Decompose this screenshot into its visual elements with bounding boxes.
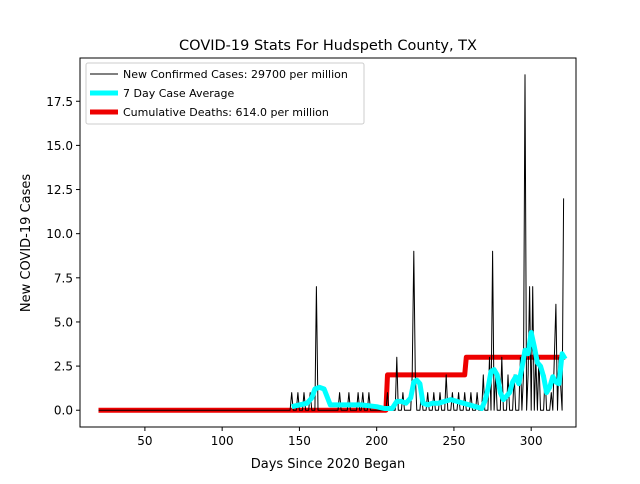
plot-area [98, 74, 568, 413]
x-tick-label: 300 [520, 434, 543, 448]
legend-label-deaths: Cumulative Deaths: 614.0 per million [123, 106, 329, 119]
chart-title: COVID-19 Stats For Hudspeth County, TX [179, 38, 477, 54]
legend-box [85, 62, 365, 125]
legend: New Confirmed Cases: 29700 per million 7… [85, 62, 365, 125]
y-tick-label: 0.0 [54, 404, 73, 418]
y-tick-label: 2.5 [54, 360, 73, 374]
legend-label-average: 7 Day Case Average [123, 87, 235, 100]
x-tick-label: 200 [365, 434, 388, 448]
axes-frame [79, 57, 577, 428]
y-axis-label: New COVID-19 Cases [19, 174, 34, 312]
y-tick-label: 17.5 [46, 95, 73, 109]
y-tick-label: 15.0 [46, 139, 73, 153]
legend-label-cases: New Confirmed Cases: 29700 per million [123, 68, 348, 81]
y-tick-label: 12.5 [46, 183, 73, 197]
x-tick-label: 50 [137, 434, 152, 448]
y-tick-label: 5.0 [54, 315, 73, 329]
x-axis-label: Days Since 2020 Began [251, 457, 406, 472]
x-tick-label: 250 [442, 434, 465, 448]
x-tick-label: 100 [211, 434, 234, 448]
series-line-cases [98, 74, 565, 411]
y-tick-label: 10.0 [46, 227, 73, 241]
y-tick-label: 7.5 [54, 271, 73, 285]
series-line-average [291, 330, 568, 411]
x-tick-label: 150 [288, 434, 311, 448]
axes-ticks: 50 100 150 200 250 300 0.0 2.5 5.0 7.5 10.0 12.5 15.… [46, 95, 542, 448]
